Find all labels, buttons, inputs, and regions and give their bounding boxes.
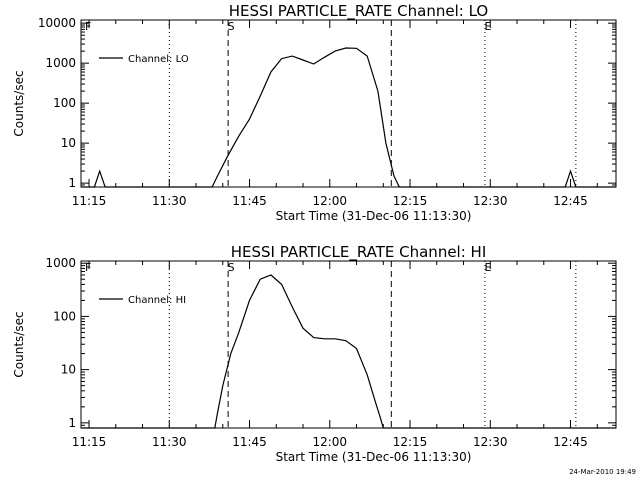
y-tick-label: 1	[68, 176, 76, 190]
y-tick-label: 1000	[45, 56, 76, 70]
y-tick-label: 1000	[45, 256, 76, 270]
x-tick-label: 12:00	[312, 194, 347, 208]
x-tick-label: 11:15	[72, 194, 107, 208]
x-tick-label: 11:45	[232, 194, 267, 208]
footer-timestamp: 24-Mar-2010 19:49	[569, 468, 636, 476]
x-tick-label: 12:00	[312, 435, 347, 449]
y-tick-label: 10000	[38, 16, 76, 30]
marker-label: S	[228, 261, 235, 274]
y-tick-label: 1	[68, 416, 76, 430]
y-axis-label: Counts/sec	[12, 311, 26, 377]
marker-label: S	[228, 20, 235, 33]
plot-frame	[80, 260, 617, 429]
series-line-channel-lo	[81, 47, 616, 188]
x-tick-label: 11:15	[72, 435, 107, 449]
x-tick-label: 12:30	[473, 435, 508, 449]
panel-hi: HESSI PARTICLE_RATE Channel: HIS E F 1 10 100…	[12, 243, 617, 464]
y-axis-label: Counts/sec	[12, 70, 26, 136]
y-tick-label: 100	[53, 309, 76, 323]
chart-title: HESSI PARTICLE_RATE Channel: LO	[229, 2, 488, 21]
legend-label: Channel: LO	[128, 54, 189, 65]
marker-label: E	[484, 261, 491, 274]
y-tick-label: 10	[61, 363, 76, 377]
plot-frame	[80, 19, 617, 188]
x-axis-label: Start Time (31-Dec-06 11:13:30)	[276, 450, 472, 464]
legend-label: Channel: HI	[128, 295, 186, 306]
x-axis-label: Start Time (31-Dec-06 11:13:30)	[276, 209, 472, 223]
chart-title: HESSI PARTICLE_RATE Channel: HI	[231, 243, 487, 262]
y-tick-label: 100	[53, 96, 76, 110]
x-tick-label: 11:45	[232, 435, 267, 449]
marker-label: E	[484, 20, 491, 33]
panel-lo: HESSI PARTICLE_RATE Channel: LOS E F 1 10 100…	[12, 2, 617, 223]
x-tick-label: 12:30	[473, 194, 508, 208]
corner-label: F	[85, 20, 91, 33]
corner-label: F	[85, 261, 91, 274]
x-tick-label: 12:45	[553, 194, 588, 208]
series-line-channel-hi	[81, 274, 616, 429]
x-tick-label: 11:30	[152, 435, 187, 449]
x-tick-label: 11:30	[152, 194, 187, 208]
x-tick-label: 12:45	[553, 435, 588, 449]
x-tick-label: 12:15	[393, 194, 428, 208]
x-tick-label: 12:15	[393, 435, 428, 449]
y-tick-label: 10	[61, 136, 76, 150]
